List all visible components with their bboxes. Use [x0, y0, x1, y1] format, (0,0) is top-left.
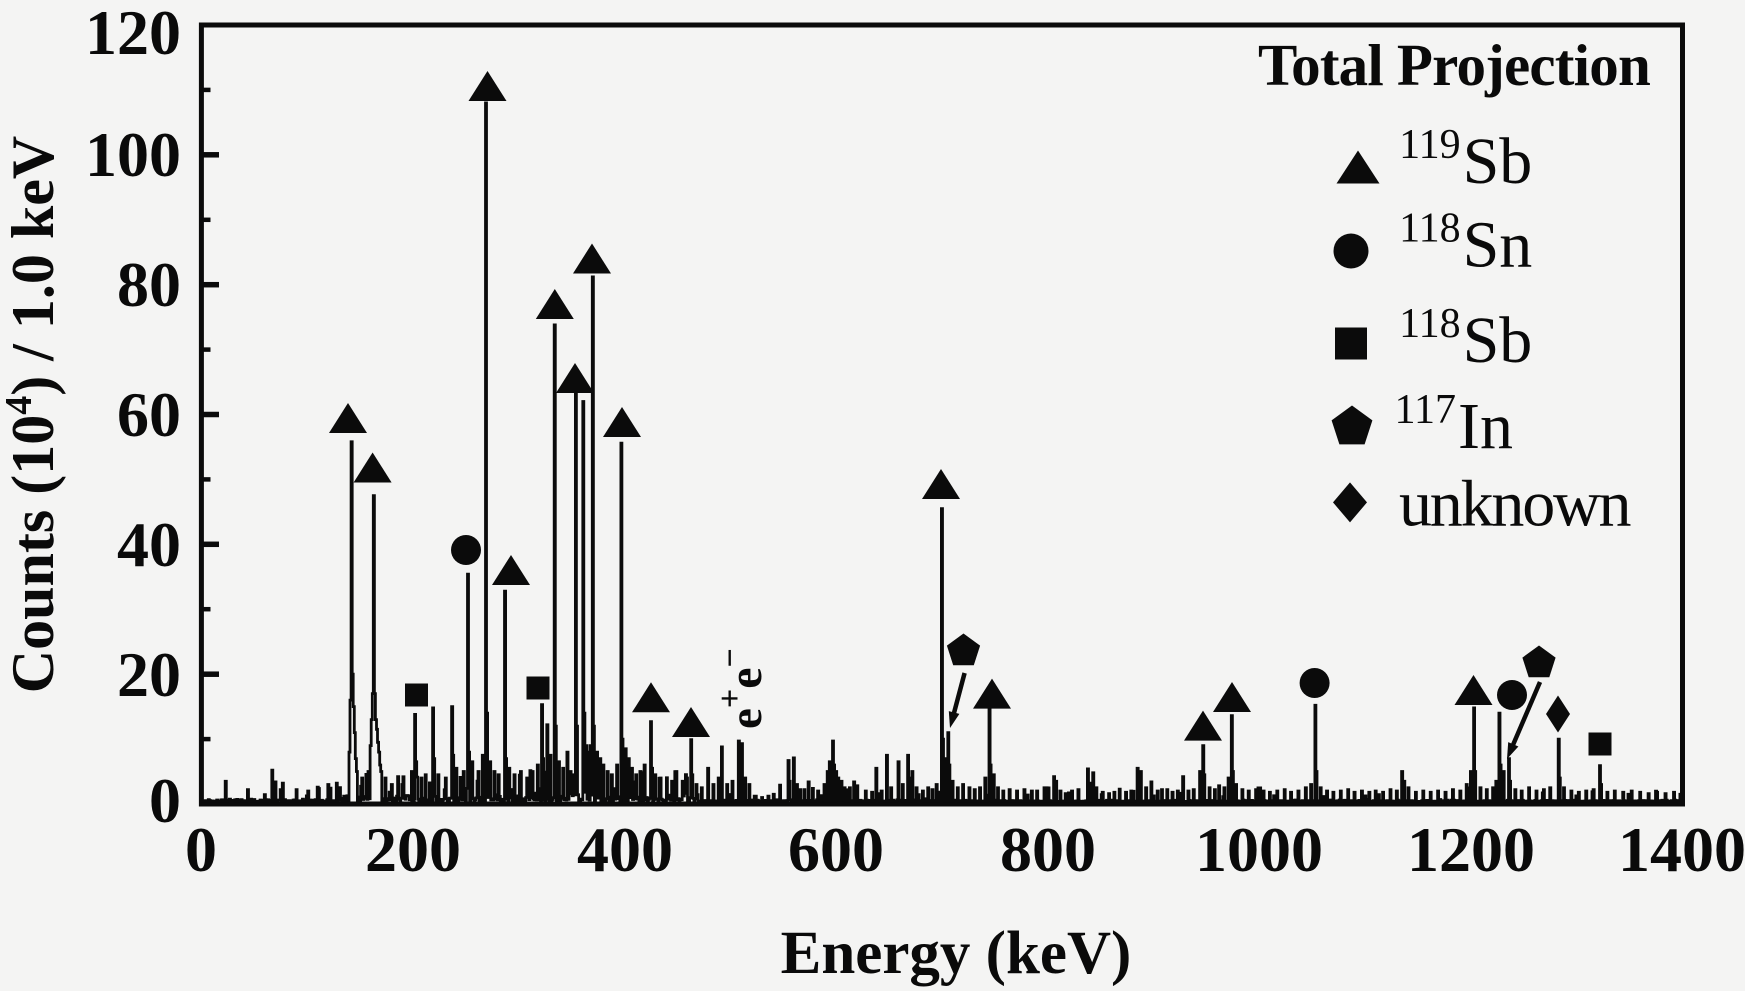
svg-text:1000: 1000 — [1195, 814, 1323, 885]
svg-text:Sb: Sb — [1463, 125, 1533, 198]
svg-text:Total Projection: Total Projection — [1258, 32, 1650, 98]
svg-text:118: 118 — [1399, 206, 1460, 252]
svg-text:120: 120 — [85, 0, 181, 68]
svg-text:40: 40 — [117, 509, 181, 580]
svg-text:200: 200 — [365, 814, 461, 885]
svg-text:60: 60 — [117, 379, 181, 450]
svg-text:20: 20 — [117, 639, 181, 710]
svg-text:600: 600 — [788, 814, 884, 885]
svg-text:80: 80 — [117, 249, 181, 320]
svg-text:119: 119 — [1399, 122, 1460, 168]
svg-text:Counts (104) / 1.0 keV: Counts (104) / 1.0 keV — [0, 136, 66, 693]
svg-text:1400: 1400 — [1618, 814, 1745, 885]
svg-text:100: 100 — [85, 119, 181, 190]
svg-text:118: 118 — [1399, 301, 1460, 347]
svg-text:400: 400 — [577, 814, 673, 885]
svg-text:unknown: unknown — [1399, 467, 1630, 540]
svg-text:Sn: Sn — [1463, 209, 1533, 282]
svg-text:In: In — [1458, 390, 1513, 463]
svg-text:Sb: Sb — [1463, 304, 1533, 377]
svg-text:117: 117 — [1395, 387, 1456, 433]
svg-text:0: 0 — [149, 765, 181, 836]
svg-text:1200: 1200 — [1407, 814, 1535, 885]
svg-text:800: 800 — [1000, 814, 1096, 885]
svg-text:Energy (keV): Energy (keV) — [781, 920, 1132, 987]
svg-text:0: 0 — [185, 814, 217, 885]
